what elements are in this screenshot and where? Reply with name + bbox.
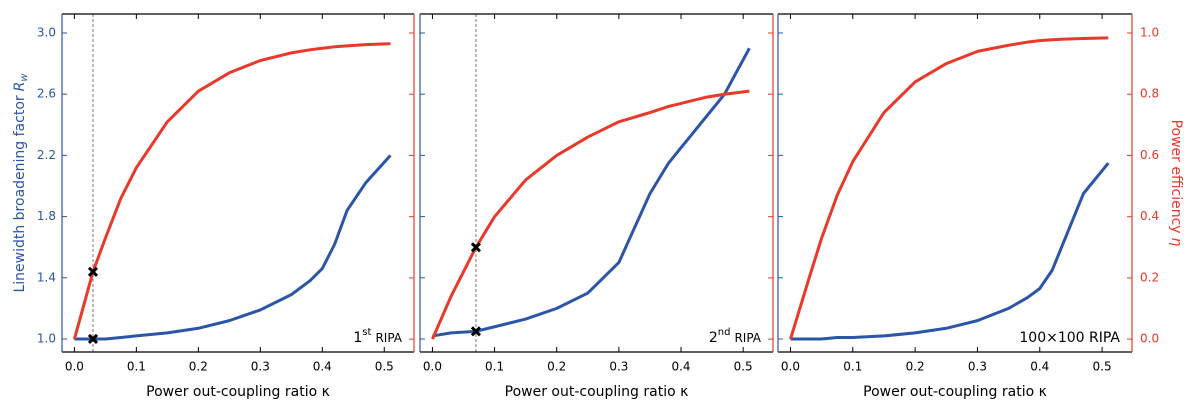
panel-label-part: RIPA [375, 331, 402, 345]
y2-axis-label: Power efficiency η [1168, 120, 1184, 247]
marker [87, 266, 99, 277]
panel-label-part: 100×100 RIPA [1019, 330, 1120, 346]
x-tick-label: 0.4 [1030, 360, 1049, 374]
x-tick-label: 0.3 [609, 360, 628, 374]
y2-axis-label-symbol: η [1168, 238, 1184, 247]
y2-tick-label: 0.8 [1140, 87, 1159, 101]
y-axis-label-sub: w [19, 73, 30, 82]
panel-label: 1st RIPA [353, 327, 402, 346]
y-tick-label: 2.6 [37, 87, 56, 101]
data-line [72, 42, 391, 340]
y2-tick-label: 0.4 [1140, 209, 1159, 223]
data-line [790, 162, 1110, 341]
panel-label-part: RIPA [734, 331, 761, 345]
x-tick-label: 0.2 [189, 360, 208, 374]
marker [470, 326, 481, 337]
y-tick-label: 3.0 [37, 25, 56, 39]
y2-tick-label: 0.0 [1140, 332, 1159, 346]
y2-tick-label: 0.6 [1140, 148, 1159, 162]
x-axis-label: Power out-coupling ratio κ [146, 384, 330, 400]
x-tick-label: 0.4 [671, 360, 690, 374]
panel-label-part: nd [718, 327, 731, 338]
y-tick-label: 1.0 [37, 331, 56, 345]
marker [470, 242, 481, 253]
x-axis-label: Power out-coupling ratio κ [505, 384, 689, 400]
x-tick-label: 0.0 [65, 360, 84, 374]
panel-label-part: 2 [709, 330, 718, 346]
panel-label-part: st [362, 327, 371, 338]
x-tick-label: 0.5 [1093, 360, 1112, 374]
x-tick-label: 0.1 [843, 360, 862, 374]
x-tick-label: 0.2 [547, 360, 566, 374]
y-axis-label: Linewidth broadening factor Rw [12, 73, 30, 293]
y2-tick-label: 0.2 [1140, 270, 1159, 284]
y-axis-label-symbol: R [12, 82, 28, 92]
x-tick-label: 0.2 [906, 360, 925, 374]
data-line [789, 36, 1109, 340]
marker [87, 333, 99, 345]
panel-label: 100×100 RIPA [1019, 330, 1120, 346]
y-axis-label-text: Linewidth broadening factor [12, 95, 28, 292]
x-tick-label: 0.3 [251, 360, 270, 374]
x-tick-label: 0.1 [485, 360, 504, 374]
panel-label-part: 1 [353, 330, 362, 346]
data-line [431, 89, 750, 340]
panel-label: 2nd RIPA [709, 327, 762, 346]
y-tick-label: 2.2 [37, 148, 56, 162]
y2-tick-label: 1.0 [1140, 25, 1159, 39]
x-tick-label: 0.5 [375, 360, 394, 374]
data-line [74, 154, 392, 341]
x-tick-label: 0.0 [781, 360, 800, 374]
x-tick-label: 0.3 [968, 360, 987, 374]
x-tick-label: 0.4 [313, 360, 332, 374]
y2-axis-label-text: Power efficiency [1168, 120, 1184, 234]
x-tick-label: 0.0 [423, 360, 442, 374]
x-axis-label: Power out-coupling ratio κ [863, 384, 1047, 400]
x-tick-label: 0.5 [734, 360, 753, 374]
data-line [432, 47, 751, 338]
x-tick-label: 0.1 [127, 360, 146, 374]
y-tick-label: 1.4 [37, 270, 56, 284]
y-tick-label: 1.8 [37, 209, 56, 223]
